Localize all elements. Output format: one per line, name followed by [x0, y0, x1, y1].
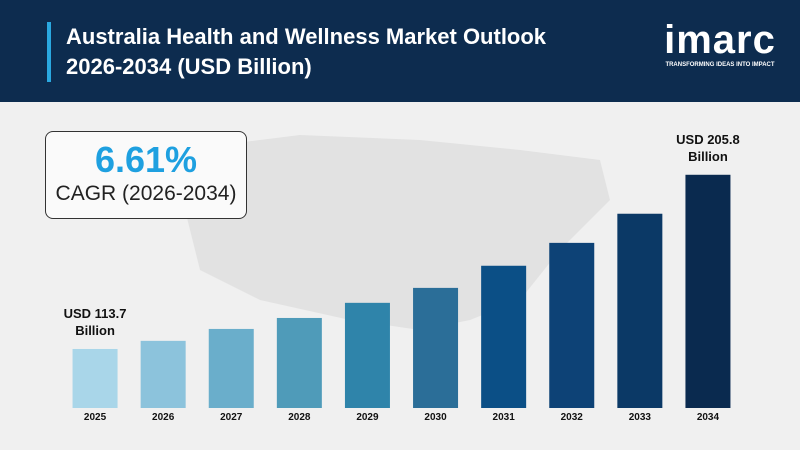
x-tick-label: 2029 — [356, 412, 379, 423]
value-label: USD 205.8 Billion — [676, 131, 740, 164]
bar — [685, 174, 731, 408]
cagr-label: CAGR (2026-2034) — [55, 182, 237, 205]
bar — [344, 302, 390, 408]
header: Australia Health and Wellness Market Out… — [0, 0, 800, 102]
bar — [276, 317, 322, 408]
value-label: USD 113.7 Billion — [63, 306, 127, 338]
bar — [481, 265, 527, 408]
cagr-box: 6.61% CAGR (2026-2034) — [45, 131, 247, 219]
cagr-value: 6.61% — [94, 139, 198, 180]
bar — [72, 348, 118, 408]
bar — [413, 287, 459, 408]
logo-text: imarc — [664, 18, 776, 62]
x-tick-label: 2031 — [493, 412, 516, 423]
x-tick-label: 2025 — [84, 412, 107, 423]
logo: imarc TRANSFORMING IDEAS INTO IMPACT — [660, 20, 780, 68]
x-tick-label: 2028 — [288, 412, 311, 423]
x-tick-label: 2026 — [152, 412, 175, 423]
x-tick-label: 2032 — [561, 412, 584, 423]
accent-bar — [47, 22, 51, 82]
x-tick-label: 2030 — [424, 412, 447, 423]
logo-tagline: TRANSFORMING IDEAS INTO IMPACT — [665, 62, 775, 68]
chart-title: Australia Health and Wellness Market Out… — [66, 24, 547, 79]
bar — [140, 340, 186, 408]
x-tick-label: 2027 — [220, 412, 243, 423]
x-tick-label: 2034 — [697, 412, 720, 423]
bar — [617, 213, 663, 408]
x-tick-label: 2033 — [629, 412, 652, 423]
bar — [549, 242, 595, 408]
bar — [208, 328, 254, 408]
